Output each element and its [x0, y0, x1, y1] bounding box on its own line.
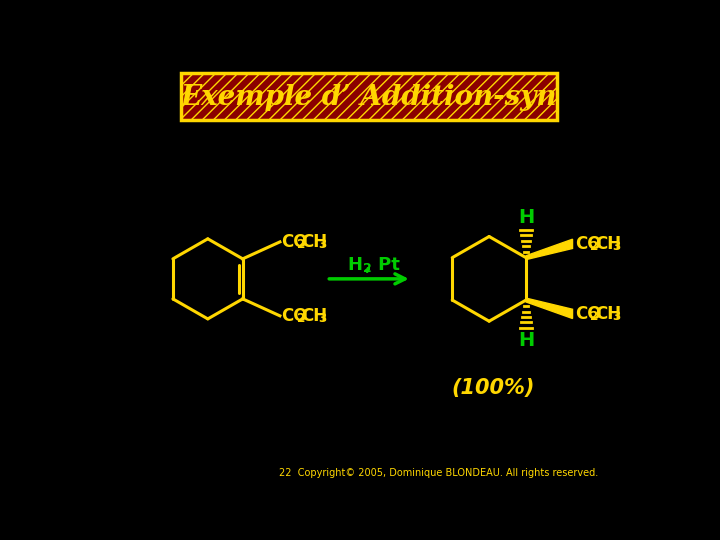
- Polygon shape: [526, 239, 572, 260]
- Text: 3: 3: [319, 239, 327, 252]
- Polygon shape: [526, 298, 572, 319]
- Text: CH: CH: [302, 307, 328, 325]
- Text: 2: 2: [297, 239, 305, 252]
- Text: Exemple d’ Addition-syn: Exemple d’ Addition-syn: [181, 84, 557, 111]
- Text: CO: CO: [282, 307, 308, 325]
- Text: 22  Copyright© 2005, Dominique BLONDEAU. All rights reserved.: 22 Copyright© 2005, Dominique BLONDEAU. …: [279, 468, 598, 478]
- Text: 3: 3: [612, 310, 621, 323]
- Text: 3: 3: [612, 240, 621, 253]
- Text: (100%): (100%): [451, 378, 535, 398]
- Text: CO: CO: [575, 235, 601, 253]
- Text: CH: CH: [595, 305, 621, 323]
- Text: H: H: [518, 330, 534, 349]
- Text: 2: 2: [297, 313, 305, 326]
- Text: 3: 3: [319, 313, 327, 326]
- FancyBboxPatch shape: [181, 72, 557, 120]
- Text: 2: 2: [590, 240, 599, 253]
- Text: H: H: [348, 256, 363, 274]
- Text: CH: CH: [595, 235, 621, 253]
- Text: CO: CO: [282, 233, 308, 251]
- Text: CH: CH: [302, 233, 328, 251]
- Text: CO: CO: [575, 305, 601, 323]
- Text: 2: 2: [363, 261, 372, 274]
- Text: H: H: [518, 208, 534, 227]
- Text: 2: 2: [590, 310, 599, 323]
- Text: , Pt: , Pt: [365, 256, 400, 274]
